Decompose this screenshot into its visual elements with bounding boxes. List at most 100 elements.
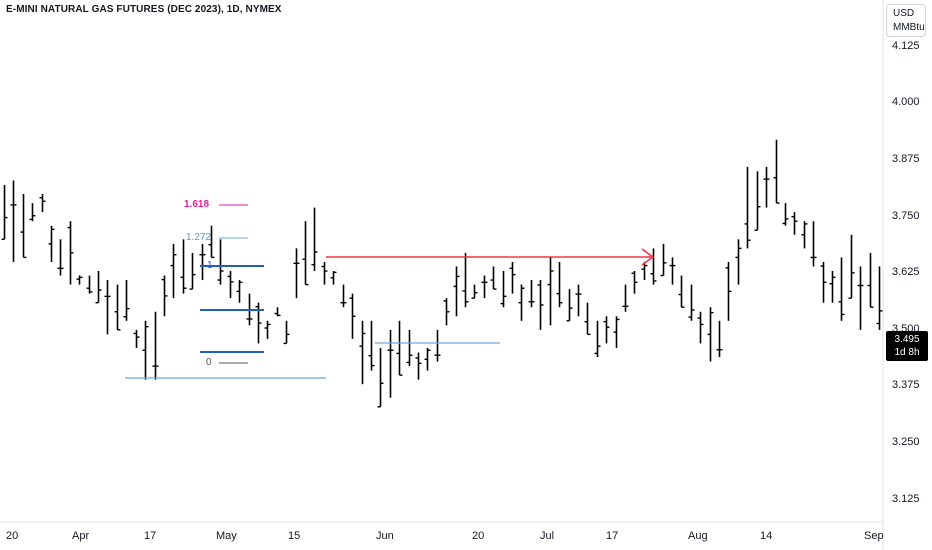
y-tick-label: 3.875 [892, 153, 920, 166]
ohlc-bar [415, 352, 422, 380]
fib-level-label: 1 [207, 260, 213, 271]
ohlc-bar [227, 271, 234, 299]
ohlc-bar [330, 271, 337, 285]
y-tick-label: 3.750 [892, 209, 920, 222]
y-tick-label: 3.625 [892, 266, 920, 279]
ohlc-bar [274, 307, 281, 317]
ohlc-bar [67, 221, 74, 285]
x-tick-label: Sep [864, 530, 884, 542]
ohlc-bar [707, 307, 714, 362]
ohlc-bar [406, 329, 413, 367]
x-tick-label: 20 [472, 530, 485, 542]
ohlc-bar [490, 266, 497, 290]
x-tick-label: Jun [376, 530, 394, 542]
ohlc-bar [293, 248, 300, 299]
ohlc-bar [57, 239, 64, 276]
ohlc-bar [142, 320, 149, 380]
ohlc-bar [735, 239, 742, 285]
ohlc-bar [556, 261, 563, 308]
ohlc-bar [518, 284, 525, 321]
ohlc-bar [631, 271, 638, 294]
ohlc-bar [443, 298, 450, 326]
ohlc-bar [217, 239, 224, 285]
ohlc-bar [471, 284, 478, 299]
fib-level-label: 1.618 [184, 199, 210, 210]
ohlc-bar [39, 194, 46, 213]
ohlc-bar [876, 266, 883, 330]
last-price-tag: 3.495 1d 8h [886, 331, 928, 361]
ohlc-bar [255, 302, 262, 344]
ohlc-bar [791, 212, 798, 235]
ohlc-bar [29, 203, 36, 222]
x-tick-label: 20 [6, 530, 19, 542]
ohlc-bar [20, 194, 27, 259]
ohlc-bar [462, 252, 469, 308]
ohlc-bar [584, 302, 591, 336]
ohlc-bar [509, 261, 516, 294]
ohlc-bar [368, 320, 375, 371]
ohlc-bar [744, 166, 751, 249]
y-tick-label: 4.000 [892, 96, 920, 109]
bar-countdown: 1d 8h [894, 347, 920, 358]
ohlc-bar [161, 275, 168, 317]
ohlc-bar [820, 261, 827, 303]
ohlc-bar [481, 275, 488, 299]
ohlc-bar [1, 184, 8, 241]
ohlc-bar [566, 289, 573, 322]
currency-unit-button[interactable]: USD MMBtu [886, 4, 926, 37]
ohlc-bar [697, 311, 704, 344]
ohlc-bar [349, 293, 356, 339]
last-price-value: 3.495 [894, 334, 920, 345]
ohlc-bar [311, 207, 318, 271]
ohlc-bar [199, 243, 206, 281]
ohlc-bar [208, 225, 215, 259]
ohlc-bar [424, 347, 431, 371]
ohlc-bar [434, 329, 441, 362]
ohlc-bar [500, 271, 507, 308]
ohlc-bar [86, 275, 93, 294]
ohlc-bar [76, 275, 83, 285]
ohlc-bar [396, 320, 403, 376]
ohlc-bar [725, 261, 732, 321]
ohlc-bar [603, 316, 610, 344]
ohlc-bar [189, 252, 196, 290]
ohlc-bar [773, 139, 780, 204]
x-tick-label: 14 [760, 530, 773, 542]
y-tick-label: 3.125 [892, 492, 920, 505]
x-tick-label: Apr [72, 530, 90, 542]
ohlc-bar [801, 221, 808, 249]
x-tick-label: May [216, 530, 237, 542]
ohlc-bar [660, 243, 667, 277]
y-tick-label: 4.125 [892, 39, 920, 52]
x-tick-label: 17 [144, 530, 157, 542]
ohlc-bar [857, 266, 864, 330]
ohlc-bar [848, 234, 855, 299]
chart-title: E-MINI NATURAL GAS FUTURES (DEC 2023), 1… [6, 4, 282, 15]
ohlc-bar [688, 284, 695, 321]
ohlc-bar [678, 275, 685, 308]
projection-arrow-head [641, 248, 655, 266]
ohlc-bar [321, 261, 328, 285]
ohlc-bar [236, 280, 243, 303]
ohlc-bar [283, 320, 290, 345]
ohlc-bar [829, 271, 836, 303]
ohlc-bar [387, 329, 394, 398]
ohlc-bar [302, 221, 309, 286]
ohlc-bar [716, 320, 723, 358]
ohlc-bar [669, 257, 676, 285]
ohlc-bar [152, 311, 159, 380]
y-tick-label: 3.375 [892, 379, 920, 392]
ohlc-bar [782, 203, 789, 226]
fib-level-label: 0 [206, 357, 212, 368]
ohlc-bar [650, 248, 657, 285]
ohlc-bar [575, 284, 582, 317]
x-tick-label: 17 [606, 530, 619, 542]
ohlc-bar [95, 271, 102, 304]
currency-label: USD [893, 8, 915, 19]
ohlc-bar [170, 243, 177, 299]
ohlc-bar [754, 171, 761, 231]
ohlc-bar [810, 221, 817, 267]
x-tick-label: 15 [288, 530, 301, 542]
ohlc-bar [867, 252, 874, 308]
